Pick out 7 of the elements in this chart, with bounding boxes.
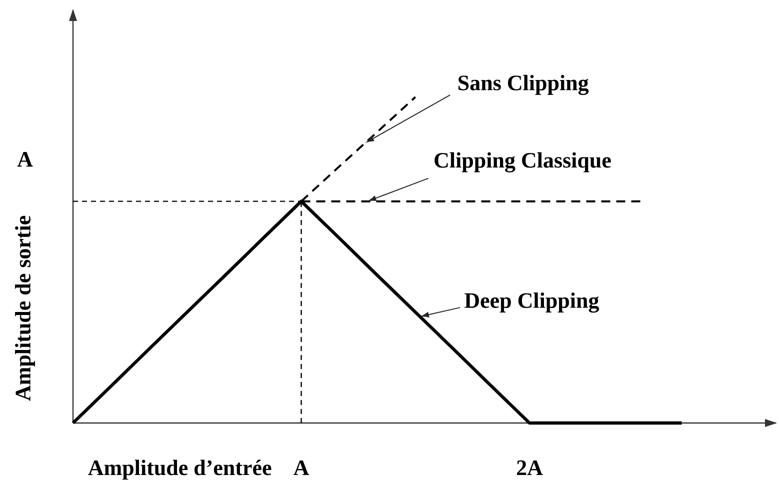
x-axis-title: Amplitude d’entrée bbox=[88, 460, 272, 480]
series-label: Deep Clipping bbox=[464, 292, 600, 313]
y-axis-title: Amplitude de sortie bbox=[15, 216, 35, 401]
x-tick-label: 2A bbox=[516, 460, 543, 475]
ref-line-label: A bbox=[17, 152, 33, 167]
series-label: Sans Clipping bbox=[458, 74, 589, 96]
series-label: Clipping Classique bbox=[434, 152, 611, 172]
